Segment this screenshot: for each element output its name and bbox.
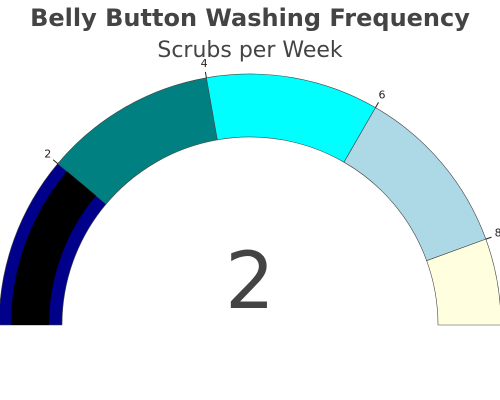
gauge-tick-label: 2	[44, 147, 51, 160]
chart-title: Belly Button Washing Frequency	[30, 4, 470, 32]
gauge-tick-label: 8	[495, 227, 500, 240]
gauge-tick-label: 6	[379, 88, 386, 101]
gauge-band-4	[344, 108, 486, 261]
gauge-tick-label: 4	[201, 57, 208, 70]
gauge-band-3	[206, 74, 375, 162]
gauge-tick-mark	[205, 72, 206, 78]
gauge-value: 2	[225, 237, 275, 327]
chart-subtitle: Scrubs per Week	[157, 38, 343, 63]
gauge-tick-mark	[53, 160, 58, 164]
gauge-tick-mark	[376, 102, 379, 107]
gauge-tick-mark	[486, 237, 492, 239]
